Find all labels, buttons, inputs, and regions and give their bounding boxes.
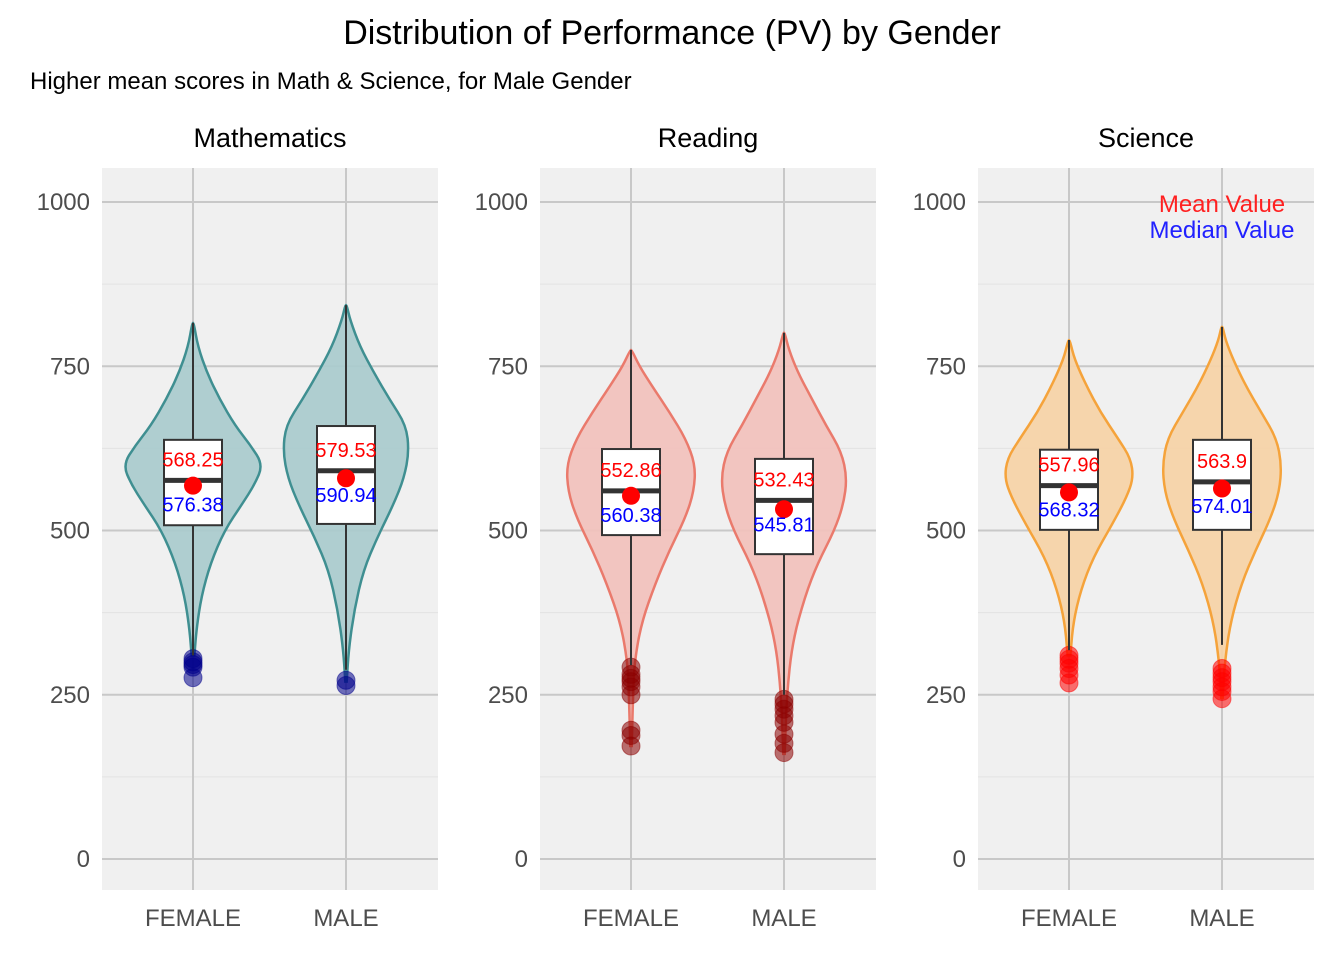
median-label: 574.01 bbox=[1191, 496, 1252, 518]
x-tick-label: MALE bbox=[313, 905, 378, 932]
y-tick-label: 0 bbox=[515, 846, 528, 873]
median-value-annotation: Median Value bbox=[1150, 217, 1295, 244]
panels: 0 250 500 750 1000 FEMALE MALE Mathematics 568.2… bbox=[37, 123, 1314, 932]
x-tick-label: MALE bbox=[1189, 905, 1254, 932]
y-tick-label: 0 bbox=[953, 846, 966, 873]
y-tick-label: 750 bbox=[926, 353, 966, 380]
x-tick-label: FEMALE bbox=[583, 905, 679, 932]
y-tick-label: 500 bbox=[488, 518, 528, 545]
panel-title: Science bbox=[1098, 123, 1194, 153]
outlier-point bbox=[621, 685, 641, 705]
panel-science: 0 250 500 750 1000 FEMALE MALE Science 557.96 568… bbox=[913, 123, 1314, 932]
group-female: 552.86 560.38 bbox=[565, 348, 697, 756]
outlier-point bbox=[621, 736, 641, 756]
chart-subtitle: Higher mean scores in Math & Science, fo… bbox=[30, 68, 632, 95]
y-tick-label: 1000 bbox=[475, 189, 528, 216]
group-female: 568.25 576.38 bbox=[124, 321, 262, 688]
panel-title: Mathematics bbox=[193, 123, 346, 153]
panel-title: Reading bbox=[658, 123, 759, 153]
x-tick-label: MALE bbox=[751, 905, 816, 932]
panel-background bbox=[102, 168, 438, 890]
median-label: 590.94 bbox=[315, 485, 376, 507]
mean-label: 579.53 bbox=[315, 440, 376, 462]
outlier-point bbox=[774, 743, 794, 763]
mean-label: 532.43 bbox=[753, 469, 814, 491]
mean-value-annotation: Mean Value bbox=[1159, 191, 1285, 218]
chart-title: Distribution of Performance (PV) by Gend… bbox=[343, 14, 1001, 52]
group-male: 563.9 574.01 bbox=[1161, 325, 1283, 709]
mean-label: 563.9 bbox=[1197, 451, 1247, 473]
x-tick-label: FEMALE bbox=[1021, 905, 1117, 932]
mean-label: 557.96 bbox=[1038, 455, 1099, 477]
panel-mathematics: 0 250 500 750 1000 FEMALE MALE Mathematics 568.2… bbox=[37, 123, 438, 932]
median-label: 560.38 bbox=[600, 505, 661, 527]
mean-label: 552.86 bbox=[600, 460, 661, 482]
x-tick-label: FEMALE bbox=[145, 905, 241, 932]
mean-point bbox=[622, 486, 640, 505]
y-tick-label: 1000 bbox=[37, 189, 90, 216]
y-tick-label: 250 bbox=[488, 682, 528, 709]
y-tick-label: 250 bbox=[926, 682, 966, 709]
mean-label: 568.25 bbox=[162, 449, 223, 471]
y-tick-label: 750 bbox=[488, 353, 528, 380]
mean-point bbox=[1060, 483, 1078, 502]
median-label: 568.32 bbox=[1038, 500, 1099, 522]
legend-annotation: Mean Value Median Value bbox=[1150, 191, 1295, 244]
group-male: 532.43 545.81 bbox=[720, 331, 848, 763]
y-tick-label: 750 bbox=[50, 353, 90, 380]
group-male: 579.53 590.94 bbox=[282, 303, 410, 696]
median-label: 545.81 bbox=[753, 514, 814, 536]
mean-point bbox=[1213, 479, 1231, 498]
median-label: 576.38 bbox=[162, 494, 223, 516]
group-female: 557.96 568.32 bbox=[1004, 338, 1134, 693]
y-tick-label: 1000 bbox=[913, 189, 966, 216]
outlier-point bbox=[336, 676, 356, 696]
mean-point bbox=[337, 469, 355, 488]
y-tick-label: 0 bbox=[77, 846, 90, 873]
outlier-point bbox=[183, 668, 203, 688]
y-tick-label: 500 bbox=[50, 518, 90, 545]
mean-point bbox=[184, 476, 202, 495]
outlier-point bbox=[1059, 673, 1079, 693]
y-tick-label: 250 bbox=[50, 682, 90, 709]
panel-reading: 0 250 500 750 1000 FEMALE MALE Reading 552.86 560… bbox=[475, 123, 876, 932]
y-tick-label: 500 bbox=[926, 518, 966, 545]
mean-point bbox=[775, 500, 793, 519]
outlier-point bbox=[1212, 689, 1232, 709]
